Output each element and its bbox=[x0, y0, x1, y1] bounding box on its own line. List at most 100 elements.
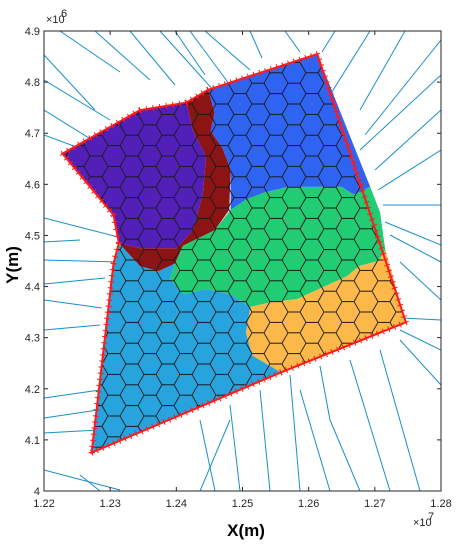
boundary-tick bbox=[336, 121, 343, 124]
boundary-tick bbox=[240, 385, 244, 392]
y-tick-label: 4.8 bbox=[25, 77, 40, 89]
boundary-tick bbox=[395, 298, 402, 301]
boundary-tick bbox=[75, 170, 81, 175]
y-tick-label: 4.7 bbox=[25, 128, 40, 140]
boundary-tick bbox=[370, 333, 374, 339]
y-tick-label: 4.2 bbox=[25, 384, 40, 396]
voronoi-edge bbox=[189, 31, 236, 93]
boundary-tick bbox=[109, 274, 116, 277]
boundary-tick bbox=[201, 402, 205, 409]
voronoi-edge bbox=[384, 221, 441, 246]
boundary-tick bbox=[121, 116, 126, 123]
boundary-tick bbox=[344, 143, 351, 147]
boundary-tick bbox=[87, 184, 93, 189]
boundary-tick bbox=[113, 228, 120, 231]
voronoi-edge bbox=[44, 277, 106, 285]
boundary-tick bbox=[66, 147, 70, 154]
boundary-tick bbox=[162, 419, 166, 425]
boundary-tick bbox=[268, 374, 272, 381]
boundary-tick bbox=[138, 107, 141, 114]
boundary-tick bbox=[234, 388, 238, 395]
boundary-tick bbox=[212, 84, 216, 91]
boundary-tick bbox=[117, 437, 122, 444]
y-tick-label: 4.5 bbox=[25, 230, 40, 242]
x-tick-label: 1.26 bbox=[298, 498, 319, 510]
boundary-tick bbox=[264, 67, 267, 74]
boundary-tick bbox=[90, 433, 97, 436]
boundary-tick bbox=[252, 71, 256, 78]
boundary-tick bbox=[384, 263, 391, 267]
boundary-tick bbox=[112, 440, 116, 447]
boundary-tick bbox=[96, 384, 103, 387]
voronoi-edge bbox=[94, 31, 151, 81]
boundary-tick bbox=[392, 323, 397, 330]
boundary-tick bbox=[88, 135, 93, 142]
boundary-tick bbox=[361, 195, 368, 199]
boundary-tick bbox=[246, 73, 250, 80]
voronoi-edge bbox=[402, 317, 441, 321]
boundary-tick bbox=[365, 206, 372, 210]
x-tick-label: 1.27 bbox=[364, 498, 385, 510]
voronoi-edge bbox=[44, 429, 99, 434]
boundary-tick bbox=[94, 403, 101, 405]
boundary-tick bbox=[132, 110, 137, 117]
voronoi-edge bbox=[44, 324, 101, 331]
boundary-tick bbox=[351, 166, 359, 170]
boundary-tick bbox=[218, 395, 222, 402]
boundary-tick bbox=[99, 129, 104, 135]
boundary-tick bbox=[223, 393, 227, 399]
boundary-tick bbox=[140, 428, 144, 435]
x-tick-label: 1.28 bbox=[430, 498, 451, 510]
boundary-tick bbox=[108, 281, 115, 283]
voronoi-edge bbox=[199, 419, 231, 491]
voronoi-edge bbox=[349, 359, 391, 491]
boundary-tick bbox=[91, 427, 98, 430]
boundary-tick bbox=[279, 369, 283, 376]
boundary-tick bbox=[99, 354, 106, 356]
voronoi-edge bbox=[79, 474, 101, 491]
boundary-tick bbox=[63, 156, 70, 161]
boundary-tick bbox=[71, 144, 76, 151]
voronoi-edge bbox=[174, 31, 206, 76]
voronoi-edge bbox=[44, 239, 81, 243]
boundary-tick bbox=[296, 362, 300, 369]
y-tick-label: 4.6 bbox=[25, 179, 40, 191]
boundary-tick bbox=[364, 335, 368, 342]
boundary-tick bbox=[167, 416, 172, 423]
boundary-tick bbox=[284, 367, 289, 374]
voronoi-edge bbox=[399, 261, 441, 301]
y-multiplier-exponent: 6 bbox=[61, 8, 67, 20]
voronoi-edge bbox=[364, 39, 441, 136]
boundary-tick bbox=[103, 323, 110, 326]
boundary-tick bbox=[335, 115, 342, 119]
boundary-tick bbox=[94, 396, 102, 399]
y-tick-label: 4.9 bbox=[25, 26, 40, 38]
boundary-tick bbox=[189, 96, 194, 103]
boundary-tick bbox=[190, 407, 194, 414]
boundary-tick bbox=[385, 269, 392, 273]
boundary-tick bbox=[325, 86, 332, 90]
boundary-tick bbox=[380, 252, 387, 256]
boundary-tick bbox=[95, 193, 101, 199]
boundary-tick bbox=[101, 335, 109, 338]
boundary-tick bbox=[235, 77, 239, 84]
boundary-tick-marks bbox=[59, 50, 409, 456]
boundary-tick bbox=[114, 235, 121, 238]
y-axis-label: Y(m) bbox=[3, 246, 22, 284]
boundary-tick bbox=[275, 64, 279, 71]
boundary-tick bbox=[89, 445, 96, 448]
boundary-tick bbox=[318, 64, 325, 67]
boundary-tick bbox=[229, 390, 233, 397]
boundary-tick bbox=[184, 409, 188, 416]
boundary-tick bbox=[319, 69, 326, 73]
boundary-tick bbox=[340, 132, 347, 136]
voronoi-edge bbox=[44, 469, 121, 491]
boundary-tick bbox=[375, 330, 380, 337]
x-axis-label: X(m) bbox=[227, 521, 265, 540]
voronoi-edge bbox=[289, 374, 301, 491]
boundary-tick bbox=[92, 415, 99, 417]
boundary-tick bbox=[165, 102, 168, 109]
boundary-tick bbox=[397, 303, 404, 307]
boundary-tick bbox=[99, 360, 106, 363]
boundary-tick bbox=[93, 132, 98, 138]
